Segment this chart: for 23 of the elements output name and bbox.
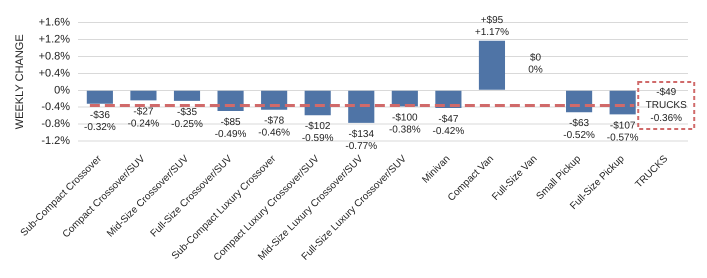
y-tick-label: -0.8% (41, 118, 70, 130)
y-tick-label: +0.8% (38, 50, 70, 62)
y-tick-label: +1.6% (38, 16, 70, 29)
data-label: -$63 -0.52% (563, 118, 596, 142)
y-axis-title: WEEKLY CHANGE (14, 34, 26, 130)
y-tick-label: 0% (54, 84, 70, 96)
data-label: -$35 -0.25% (171, 106, 203, 130)
data-label: -$36 -0.32% (84, 110, 116, 133)
y-tick-label: -0.4% (41, 101, 70, 114)
data-label: -$27 -0.24% (128, 106, 160, 130)
data-label: +$95 +1.17% (474, 14, 510, 38)
y-tick-label: +0.4% (38, 67, 70, 80)
ref-line-label: -$49 TRUCKS -0.36% (646, 87, 688, 124)
data-label: -$78 -0.46% (258, 116, 290, 139)
data-label: -$102 -0.59% (302, 121, 334, 144)
data-label: -$100 -0.38% (388, 112, 421, 136)
y-tick-label: +1.2% (38, 34, 70, 46)
data-label: -$47 -0.42% (432, 114, 464, 138)
data-label: $0 0% (528, 52, 543, 76)
data-label: -$107 -0.57% (606, 120, 639, 144)
y-tick-label: -1.2% (41, 135, 70, 148)
data-label: -$134 -0.77% (345, 128, 378, 152)
data-label: -$85 -0.49% (214, 116, 247, 140)
